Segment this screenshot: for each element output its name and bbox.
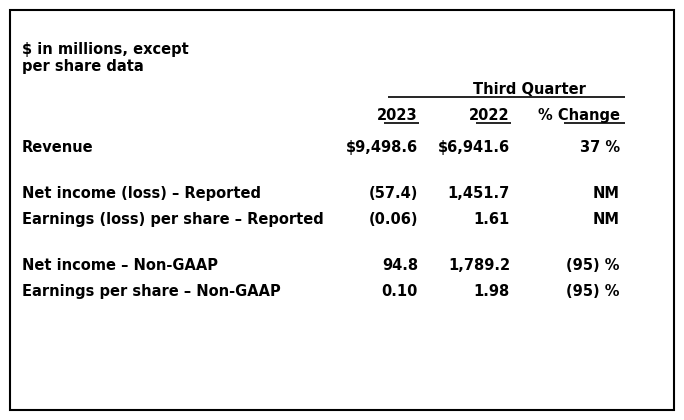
Text: $9,498.6: $9,498.6 [346,140,418,155]
Text: Net income – Non-GAAP: Net income – Non-GAAP [22,258,218,273]
Text: (57.4): (57.4) [369,186,418,201]
Text: 1.61: 1.61 [474,212,510,227]
Text: per share data: per share data [22,59,144,74]
Text: (95) %: (95) % [566,284,620,299]
Text: 2023: 2023 [378,108,418,123]
Text: 94.8: 94.8 [382,258,418,273]
Text: 0.10: 0.10 [382,284,418,299]
Text: $6,941.6: $6,941.6 [438,140,510,155]
Text: 37 %: 37 % [580,140,620,155]
Text: Earnings (loss) per share – Reported: Earnings (loss) per share – Reported [22,212,324,227]
Text: (0.06): (0.06) [369,212,418,227]
Text: Third Quarter: Third Quarter [473,82,586,97]
Text: Earnings per share – Non-GAAP: Earnings per share – Non-GAAP [22,284,280,299]
Text: % Change: % Change [538,108,620,123]
Text: 1,451.7: 1,451.7 [448,186,510,201]
Text: Revenue: Revenue [22,140,94,155]
Text: (95) %: (95) % [566,258,620,273]
Text: 1,789.2: 1,789.2 [448,258,510,273]
Text: NM: NM [593,212,620,227]
Text: 2022: 2022 [469,108,510,123]
Text: NM: NM [593,186,620,201]
Text: $ in millions, except: $ in millions, except [22,42,189,57]
Text: Net income (loss) – Reported: Net income (loss) – Reported [22,186,261,201]
Text: 1.98: 1.98 [474,284,510,299]
